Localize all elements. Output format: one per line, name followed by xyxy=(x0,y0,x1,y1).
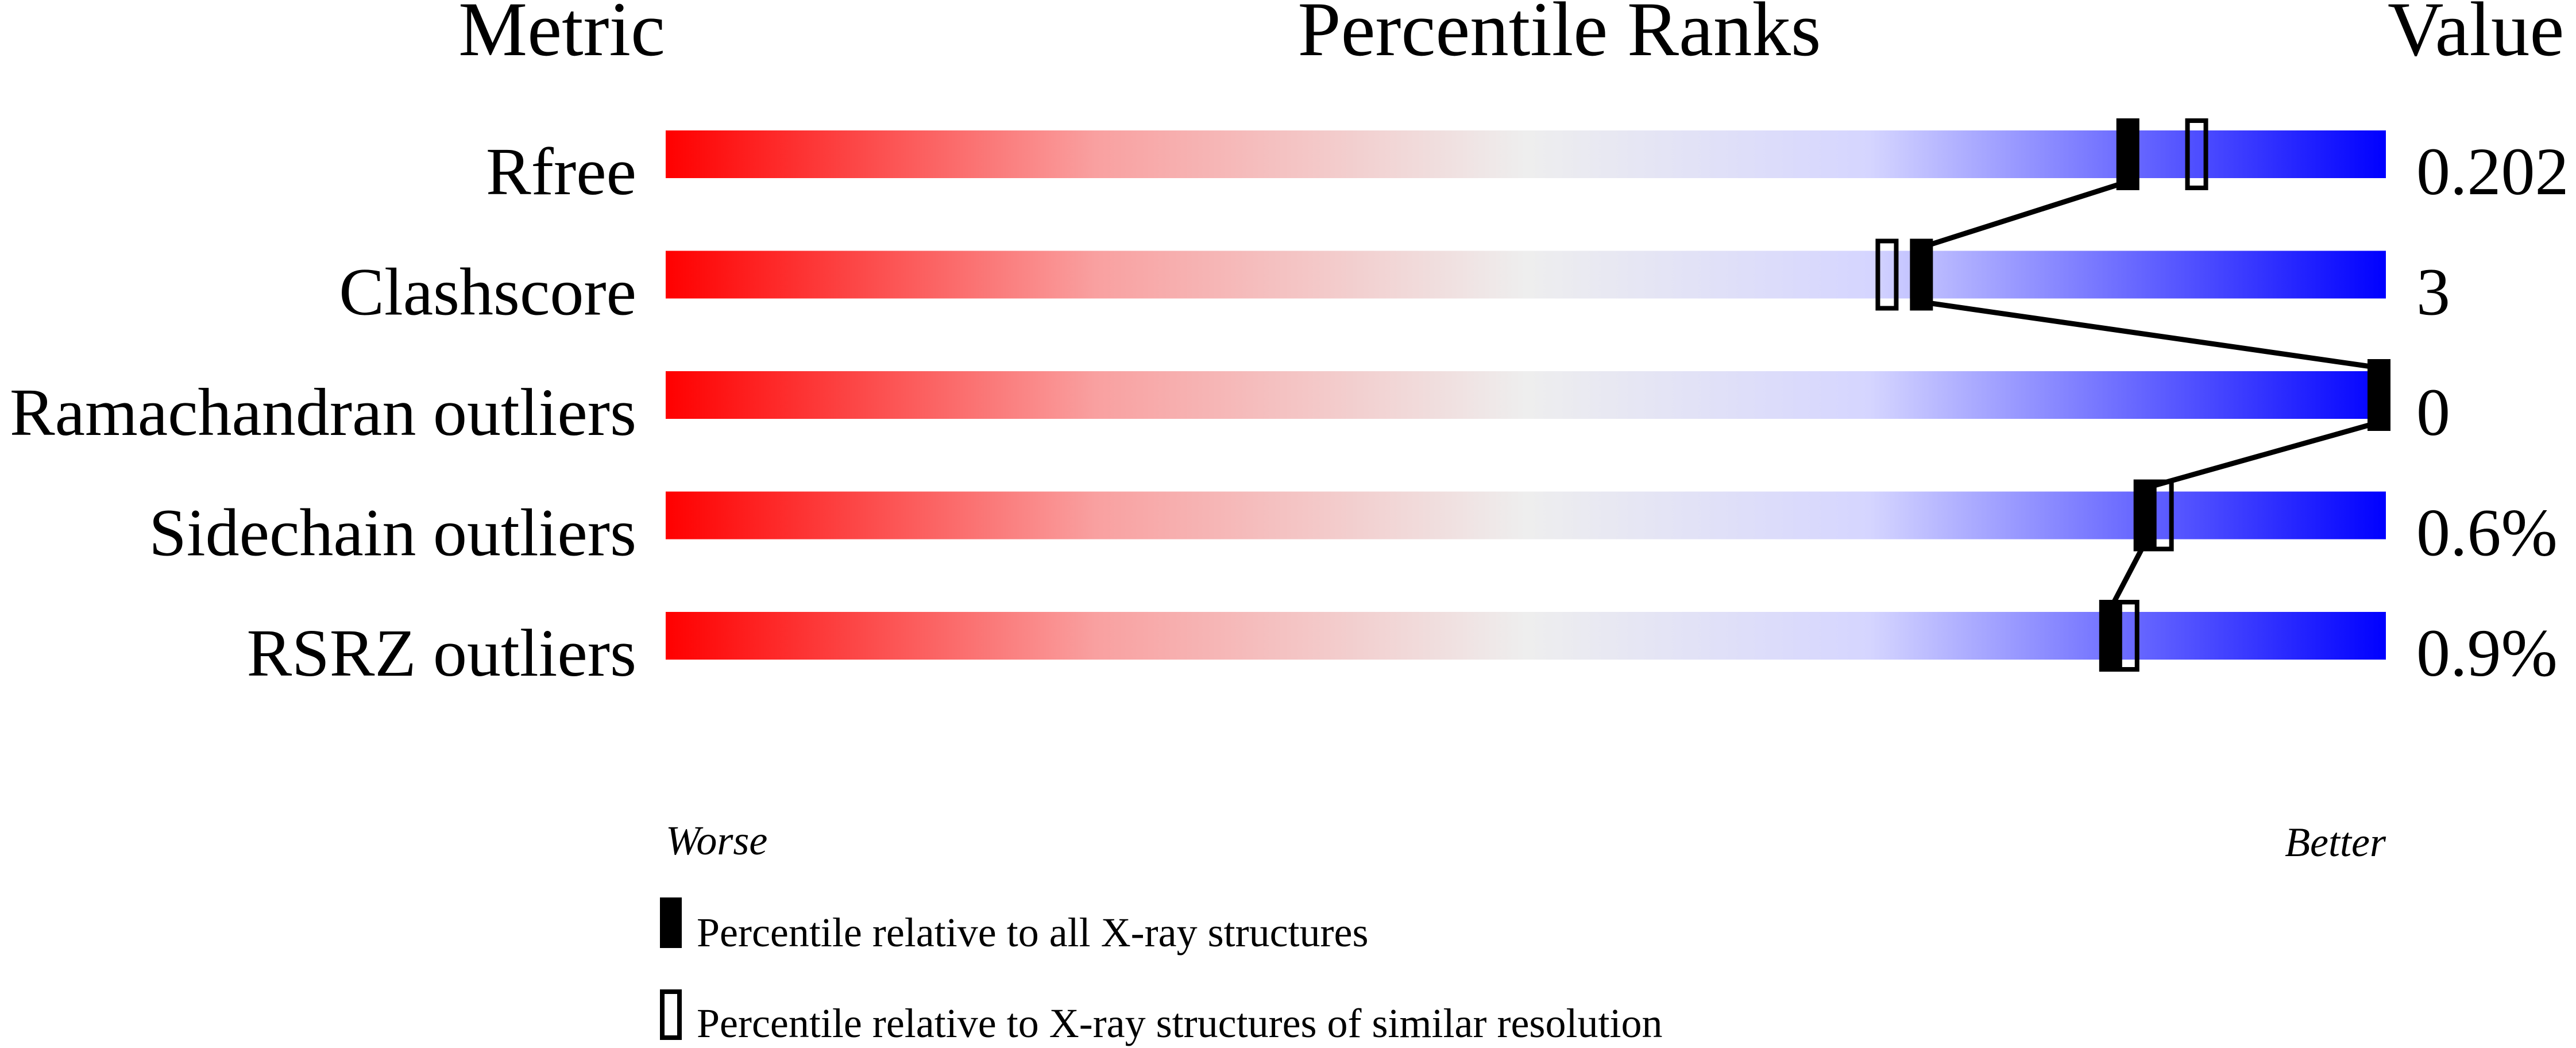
filled-marker-all-structures xyxy=(2116,118,2139,190)
filled-marker-all-structures xyxy=(2099,600,2122,672)
metric-label: Sidechain outliers xyxy=(149,495,636,571)
connector-line xyxy=(2108,541,2148,610)
metric-label: RSRZ outliers xyxy=(246,615,636,691)
percentile-ranks-header: Percentile Ranks xyxy=(1298,0,1821,72)
connector-line xyxy=(2144,419,2380,491)
metric-label: Rfree xyxy=(486,134,636,209)
percentile-bar xyxy=(666,371,2386,419)
better-label: Better xyxy=(2285,819,2386,865)
connector-line xyxy=(1920,179,2129,250)
legend-open-marker xyxy=(660,989,682,1040)
open-marker-similar-resolution xyxy=(1875,238,1899,311)
connector-line xyxy=(1921,299,2380,371)
metric-value: 3 xyxy=(2416,255,2450,330)
metric-label: Ramachandran outliers xyxy=(10,375,636,450)
legend-all-label: Percentile relative to all X-ray structu… xyxy=(697,910,1369,955)
open-marker-similar-resolution xyxy=(2185,118,2208,190)
filled-marker-all-structures xyxy=(2368,359,2390,431)
metric-value: 0.6% xyxy=(2416,495,2558,571)
worse-label: Worse xyxy=(666,818,767,864)
percentile-bar xyxy=(666,612,2386,660)
legend-filled-marker xyxy=(660,897,682,948)
metric-value: 0.202 xyxy=(2416,134,2569,209)
metric-label: Clashscore xyxy=(339,255,636,330)
legend-similar-label: Percentile relative to X-ray structures … xyxy=(697,1000,1662,1046)
filled-marker-all-structures xyxy=(2133,479,2157,552)
metric-value: 0 xyxy=(2416,375,2450,450)
filled-marker-all-structures xyxy=(1910,238,1933,311)
percentile-bar xyxy=(666,251,2386,299)
percentile-bar xyxy=(666,130,2386,178)
value-header: Value xyxy=(2388,0,2564,72)
metric-header: Metric xyxy=(458,0,665,72)
metric-value: 0.9% xyxy=(2416,615,2558,691)
percentile-bar xyxy=(666,491,2386,540)
